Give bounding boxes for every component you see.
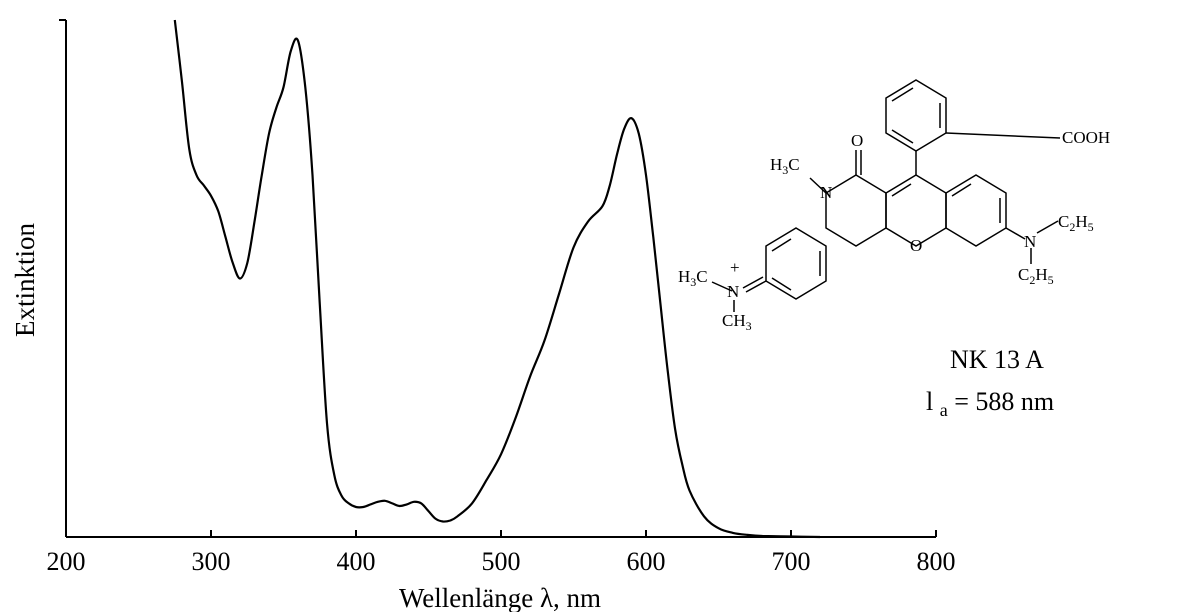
structure-labels: COOH O H3C N O N C2H5 C2H5 H3C + N CH3 — [678, 128, 1110, 333]
iminium-n-label: N — [727, 282, 739, 301]
lambda-symbol: l — [926, 387, 934, 416]
ring-double-bond — [891, 183, 912, 197]
bond-amine — [1005, 227, 1026, 240]
ring-double-bond — [891, 87, 914, 102]
y-axis-title: Extinktion — [10, 223, 40, 337]
x-tick-label: 400 — [337, 547, 376, 576]
ring-double-bond — [891, 129, 914, 144]
x-tick-label: 500 — [482, 547, 521, 576]
h3c-left-label: H3C — [678, 267, 708, 289]
x-tick-labels: 200 300 400 500 600 700 800 — [47, 547, 956, 576]
lambda-value: = 588 nm — [947, 387, 1055, 416]
x-tick-label: 700 — [772, 547, 811, 576]
cooh-label: COOH — [1062, 128, 1110, 147]
bond-cooh — [945, 132, 1061, 139]
iminium-double-bond — [745, 280, 767, 293]
benzene-ring-top — [885, 79, 947, 152]
chemical-structure — [711, 79, 1061, 312]
lambda-caption: l a = 588 nm — [926, 387, 1054, 421]
ch3-bottom-label: CH3 — [722, 311, 752, 333]
x-tick-label: 200 — [47, 547, 86, 576]
ring-double-bond — [951, 183, 972, 197]
x-tick-label: 800 — [917, 547, 956, 576]
amine-n-label: N — [1024, 232, 1036, 251]
x-tick-label: 600 — [627, 547, 666, 576]
iminium-double-bond — [742, 276, 764, 289]
x-ticks — [65, 530, 937, 537]
series-line — [173, 19, 821, 539]
c2h5-bottom-label: C2H5 — [1018, 265, 1054, 287]
bond-ethyl-top — [1036, 220, 1059, 234]
ring-double-bond — [771, 277, 792, 291]
ring-double-bond — [771, 238, 792, 252]
plus-label: + — [730, 258, 740, 277]
benzene-ring-right — [945, 174, 1007, 247]
compound-name: NK 13 A — [950, 345, 1044, 374]
methyl-bond — [711, 281, 733, 292]
methyl-bond — [809, 177, 827, 194]
x-axis-title: Wellenlänge λ, nm — [399, 583, 601, 612]
h3c-top-label: H3C — [770, 155, 800, 177]
c2h5-top-label: C2H5 — [1058, 212, 1094, 234]
lambda-subscript: a — [939, 400, 948, 421]
ring-n-label: N — [820, 183, 832, 202]
x-tick-label: 300 — [192, 547, 231, 576]
quinoid-ring — [765, 227, 827, 300]
lactam-ring — [825, 174, 887, 247]
carbonyl-o-label: O — [851, 131, 863, 150]
ring-o-label: O — [910, 236, 922, 255]
